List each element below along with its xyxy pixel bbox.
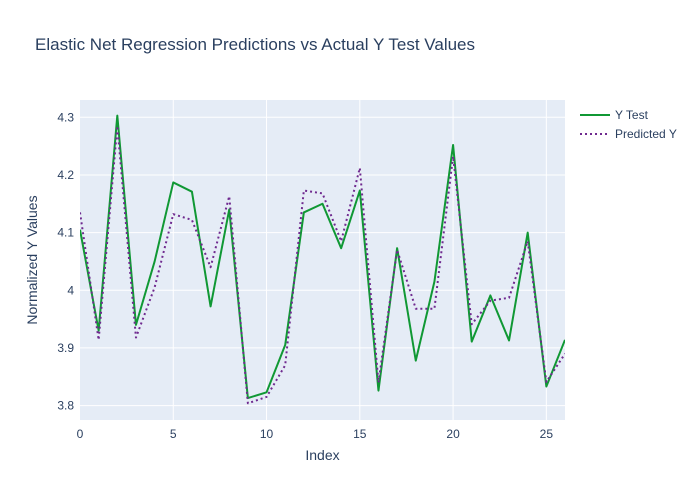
legend-label: Predicted Y [615,127,677,141]
grid-lines [80,100,565,420]
legend-label: Y Test [615,108,649,122]
series-line-predicted-y [80,124,565,405]
series-line-y-test [80,114,565,400]
x-tick-label: 5 [170,427,177,441]
y-axis-title: Normalized Y Values [24,195,40,324]
y-tick-label: 4 [67,283,74,297]
y-tick-label: 3.8 [57,399,74,413]
y-tick-label: 4.3 [57,110,74,124]
y-axis-ticks: 3.8 3.9 4 4.1 4.2 4.3 [57,110,74,412]
series-lines [80,114,565,405]
x-axis-title: Index [305,447,339,463]
chart-title: Elastic Net Regression Predictions vs Ac… [35,35,475,54]
x-axis-ticks: 0 5 10 15 20 25 [77,427,554,441]
y-tick-label: 4.2 [57,168,74,182]
y-tick-label: 3.9 [57,341,74,355]
plot-area [80,100,565,420]
x-tick-label: 15 [353,427,367,441]
x-tick-label: 25 [540,427,554,441]
legend[interactable]: Y Test Predicted Y [580,108,677,141]
legend-item[interactable]: Predicted Y [580,127,677,141]
y-tick-label: 4.1 [57,226,74,240]
legend-item[interactable]: Y Test [580,108,649,122]
x-tick-label: 10 [260,427,274,441]
x-tick-label: 0 [77,427,84,441]
x-tick-label: 20 [446,427,460,441]
